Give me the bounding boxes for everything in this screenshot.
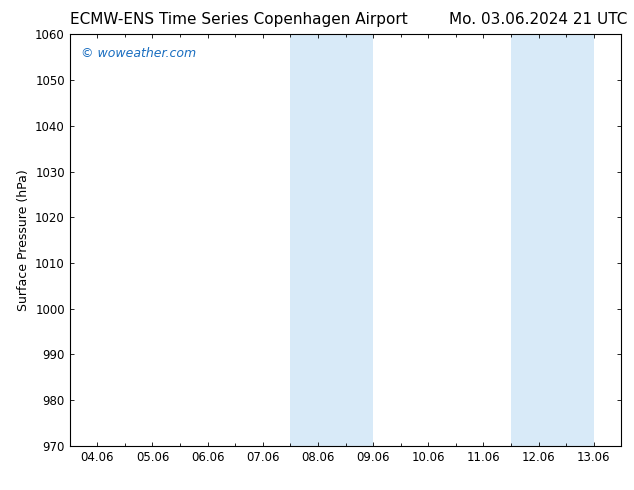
Y-axis label: Surface Pressure (hPa): Surface Pressure (hPa) <box>16 169 30 311</box>
Bar <box>538 34 593 446</box>
Text: Mo. 03.06.2024 21 UTC: Mo. 03.06.2024 21 UTC <box>450 12 628 27</box>
Text: © woweather.com: © woweather.com <box>81 47 196 60</box>
Bar <box>290 34 318 446</box>
Text: ECMW-ENS Time Series Copenhagen Airport: ECMW-ENS Time Series Copenhagen Airport <box>70 12 408 27</box>
Bar <box>511 34 538 446</box>
Bar <box>318 34 373 446</box>
